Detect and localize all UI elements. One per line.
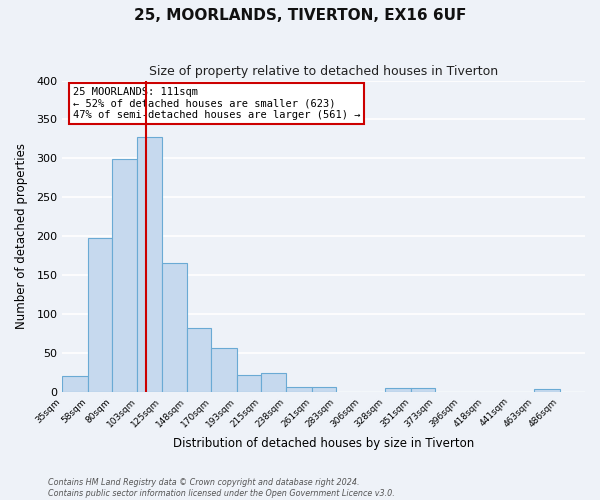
Text: Contains HM Land Registry data © Crown copyright and database right 2024.
Contai: Contains HM Land Registry data © Crown c… xyxy=(48,478,395,498)
Bar xyxy=(286,387,311,392)
Bar xyxy=(211,348,236,392)
Bar xyxy=(137,136,161,392)
Bar xyxy=(261,373,286,392)
Bar xyxy=(62,376,88,392)
Bar xyxy=(385,388,411,392)
Bar xyxy=(411,388,435,392)
Bar xyxy=(311,387,336,392)
Bar xyxy=(534,390,560,392)
Bar xyxy=(88,238,112,392)
Bar xyxy=(161,264,187,392)
Y-axis label: Number of detached properties: Number of detached properties xyxy=(15,143,28,329)
Text: 25 MOORLANDS: 111sqm
← 52% of detached houses are smaller (623)
47% of semi-deta: 25 MOORLANDS: 111sqm ← 52% of detached h… xyxy=(73,87,360,120)
Title: Size of property relative to detached houses in Tiverton: Size of property relative to detached ho… xyxy=(149,65,498,78)
Bar xyxy=(112,159,137,392)
Bar xyxy=(236,376,261,392)
X-axis label: Distribution of detached houses by size in Tiverton: Distribution of detached houses by size … xyxy=(173,437,474,450)
Bar xyxy=(187,328,211,392)
Text: 25, MOORLANDS, TIVERTON, EX16 6UF: 25, MOORLANDS, TIVERTON, EX16 6UF xyxy=(134,8,466,22)
